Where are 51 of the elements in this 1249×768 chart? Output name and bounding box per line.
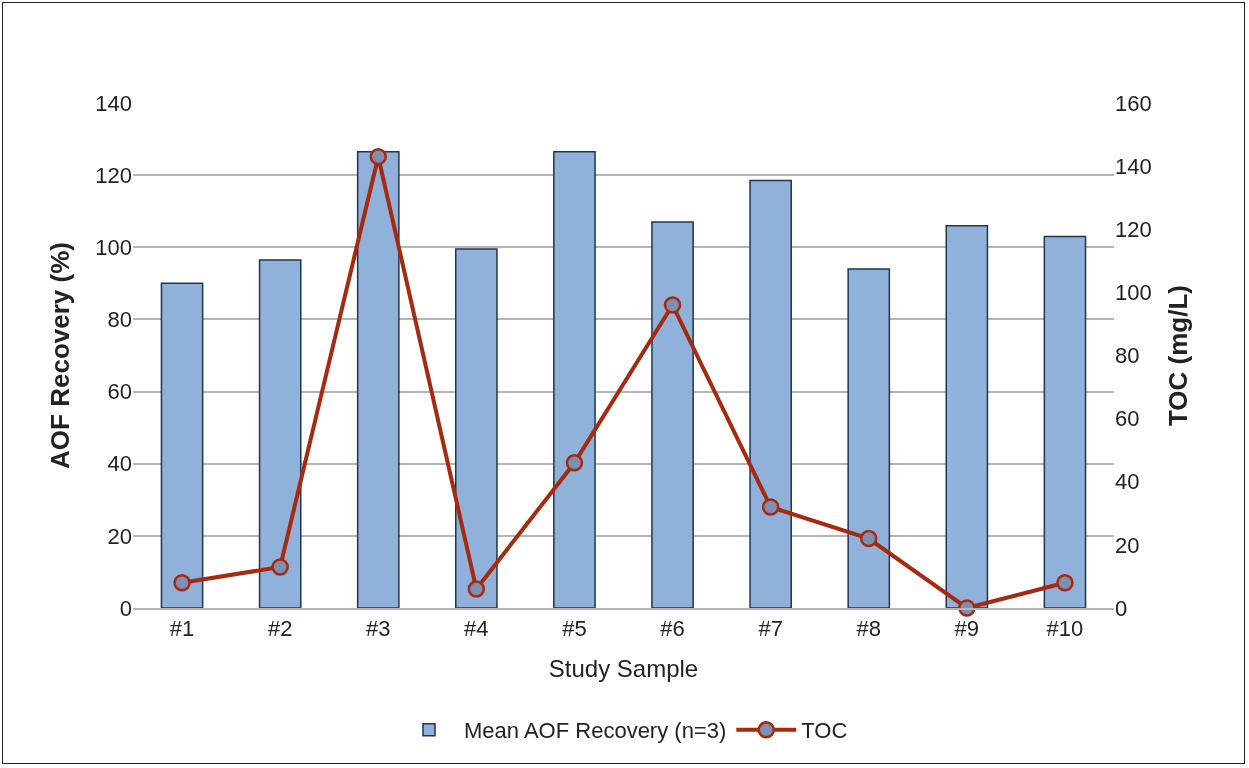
bar (651, 221, 694, 608)
bar (847, 268, 891, 608)
x-tick-label: #8 (856, 616, 881, 642)
x-tick-label: #4 (464, 616, 489, 642)
point (565, 454, 584, 472)
point (663, 296, 682, 314)
y-tick-label: 20 (107, 523, 132, 549)
bar (356, 150, 400, 608)
point (467, 580, 486, 598)
y2-tick-label: 120 (1115, 216, 1152, 242)
y2-tick-label: 40 (1115, 469, 1140, 495)
legend-label: Mean AOF Recovery (n=3) (464, 718, 727, 744)
x-tick-label: #2 (267, 616, 293, 642)
y2-tick-label: 140 (1115, 153, 1152, 179)
x-axis-title: Study Sample (548, 655, 699, 683)
bar (1043, 235, 1087, 608)
bar (749, 179, 792, 608)
x-tick-label: #6 (660, 616, 685, 642)
y-tick-label: 100 (95, 234, 132, 260)
y2-tick-label: 160 (1115, 90, 1152, 116)
y2-tick-label: 0 (1115, 595, 1128, 621)
bar (553, 150, 596, 608)
point (761, 498, 780, 516)
point (271, 558, 289, 576)
y-tick-label: 60 (107, 379, 132, 405)
bar (258, 259, 302, 608)
bar (160, 282, 204, 608)
y-tick-label: 0 (119, 595, 132, 621)
y-tick-label: 120 (95, 162, 132, 188)
point (369, 147, 387, 166)
legend-label: TOC (801, 718, 848, 744)
y2-tick-label: 60 (1115, 406, 1140, 432)
point (1056, 574, 1074, 592)
y2-tick-label: 100 (1115, 280, 1152, 306)
x-tick-label: #7 (758, 616, 783, 642)
point (860, 529, 878, 548)
x-tick-label: #9 (954, 616, 980, 642)
y-tick-label: 140 (95, 90, 132, 116)
bar (945, 224, 989, 608)
y-tick-label: 40 (107, 451, 132, 477)
y-axis-title: AOF Recovery (%) (44, 242, 75, 469)
y-tick-label: 80 (107, 307, 132, 333)
x-tick-label: #10 (1046, 616, 1084, 642)
x-tick-label: #5 (562, 616, 587, 642)
x-tick-label: #3 (366, 616, 391, 642)
y2-tick-label: 20 (1115, 532, 1140, 558)
x-tick-label: #1 (169, 616, 195, 642)
bar (455, 248, 498, 608)
y2-tick-label: 80 (1115, 343, 1140, 369)
point (173, 574, 191, 592)
y2-axis-title: TOC (mg/L) (1163, 284, 1194, 427)
